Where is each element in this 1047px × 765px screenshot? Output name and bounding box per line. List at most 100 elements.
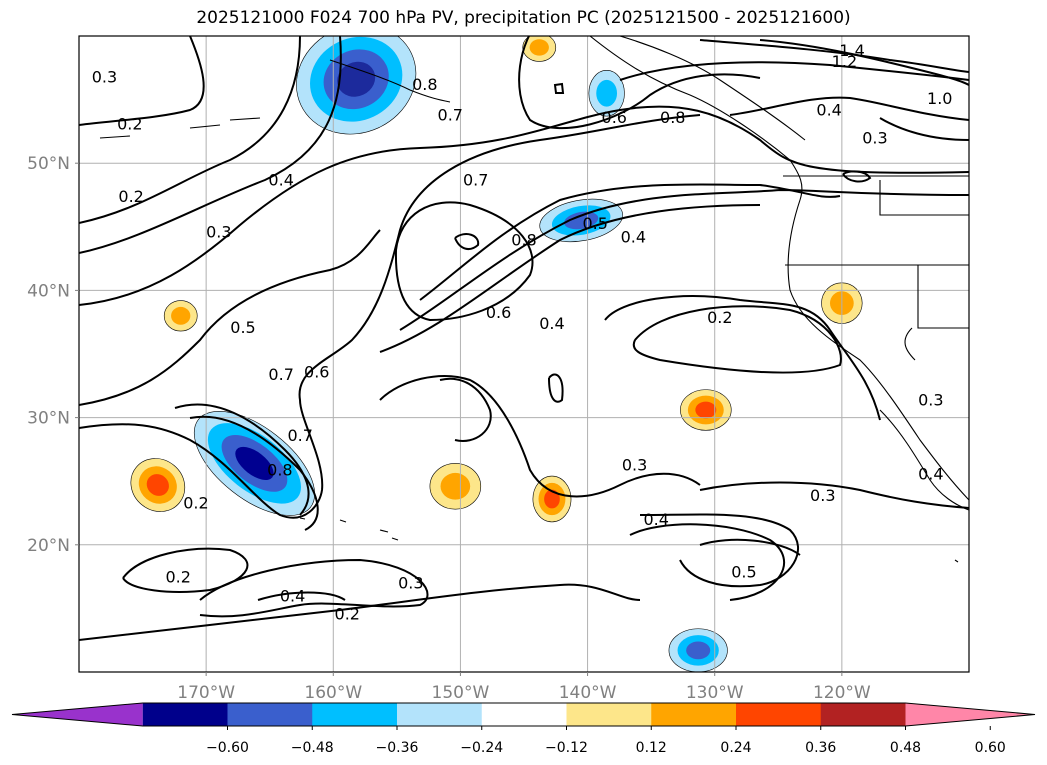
precip-level <box>146 474 169 496</box>
lat-tick-label: 30°N <box>27 409 70 429</box>
colorbar-tick-label: 0.60 <box>975 740 1006 756</box>
contour-label: 0.5 <box>731 562 756 581</box>
contour-label: 0.2 <box>183 494 208 513</box>
colorbar-segment <box>651 703 737 726</box>
contour-label: 0.2 <box>707 308 732 327</box>
precip-blob-sw-hawaii-wet <box>130 458 186 512</box>
contour-label: 0.4 <box>268 171 293 190</box>
colorbar-segment <box>312 703 398 726</box>
precip-blob-gulf-of-alaska-east <box>588 70 625 117</box>
contour-label: 0.2 <box>118 187 143 206</box>
contour-label: 1.0 <box>927 89 952 108</box>
pv-contour-line <box>548 373 564 403</box>
pv-contour-line <box>379 375 701 498</box>
coastline-segment <box>589 36 803 201</box>
precip-level <box>544 489 560 509</box>
contour-label: 0.3 <box>862 129 887 148</box>
precip-level <box>686 641 711 660</box>
lon-tick-label: 160°W <box>304 683 362 703</box>
contour-label: 0.2 <box>335 604 360 623</box>
pv-contour-line <box>879 117 969 141</box>
pv-contour-line <box>199 558 429 618</box>
pv-contour-line <box>79 105 969 306</box>
pv-contour-line <box>79 583 641 641</box>
pv-contour-line <box>629 523 786 601</box>
lat-tick-label: 20°N <box>27 536 70 556</box>
contour-label: 0.2 <box>165 567 190 586</box>
contour-label: 0.6 <box>304 363 329 382</box>
contour-label: 0.7 <box>288 426 313 445</box>
colorbar-segment <box>227 703 313 726</box>
pv-contour-line <box>759 39 969 86</box>
colorbar-extend-high <box>905 703 1035 726</box>
pv-contour-line <box>699 39 969 73</box>
contour-label: 0.8 <box>511 230 536 249</box>
pv-contour-line <box>454 233 480 251</box>
colorbar-tick-label: −0.36 <box>376 740 419 756</box>
contour-label: 0.4 <box>644 510 669 529</box>
contour-labels: 0.3 0.2 0.2 0.3 0.4 0.8 0.7 0.7 0.6 0.8 0.8 0.5 0.4 0… <box>92 41 953 623</box>
contour-label: 0.5 <box>582 214 607 233</box>
pv-contour-line <box>79 114 701 519</box>
contour-label: 0.3 <box>92 67 117 86</box>
coastline-segment <box>954 559 959 563</box>
contour-label: 0.4 <box>280 586 305 605</box>
colorbar-outline <box>11 702 1036 727</box>
pv-contour-line <box>257 591 346 601</box>
pv-contour-line <box>394 201 534 322</box>
precip-level <box>440 472 471 500</box>
colorbar-segment <box>481 703 567 726</box>
pv-contour-line <box>122 547 249 593</box>
colorbar-tick-label: −0.12 <box>545 740 588 756</box>
coastline-segment <box>329 59 451 103</box>
contour-label: 0.4 <box>539 314 564 333</box>
contour-label: 0.3 <box>810 486 835 505</box>
coastline-segment <box>879 180 969 216</box>
colorbar-segment <box>142 703 228 726</box>
pv-contour-line <box>699 538 801 556</box>
coastlines <box>99 36 969 563</box>
contour-label: 0.4 <box>816 101 841 120</box>
contour-label: 0.4 <box>918 464 943 483</box>
pv-contour-line <box>619 61 969 81</box>
contour-label: 0.8 <box>412 75 437 94</box>
coastline-segment <box>299 517 399 541</box>
precip-blob-mid-pacific-small <box>163 300 198 332</box>
map-frame <box>78 35 970 673</box>
colorbar-segment <box>566 703 652 726</box>
pv-contour-line <box>379 204 761 353</box>
colorbar-tick-label: −0.60 <box>206 740 249 756</box>
precip-blob-subtropical-east <box>680 389 732 431</box>
lon-tick-label: 120°W <box>813 683 871 703</box>
contour-label: 0.3 <box>206 223 231 242</box>
coastline-segment <box>99 117 261 139</box>
pv-contour-line <box>79 36 301 224</box>
contour-label: 0.6 <box>486 303 511 322</box>
pv-contour-line <box>604 295 881 421</box>
pv-contour-line <box>632 305 842 374</box>
lon-tick-label: 130°W <box>686 683 744 703</box>
contour-label: 0.4 <box>621 228 646 247</box>
colorbar-tick-label: 0.12 <box>636 740 667 756</box>
contour-label: 0.8 <box>267 461 292 480</box>
pv-contour-line <box>518 36 761 130</box>
precip-level <box>564 211 599 230</box>
lat-tick-label: 50°N <box>27 154 70 174</box>
lat-tick-label: 40°N <box>27 281 70 301</box>
precip-blob-hawaii-trough <box>193 411 315 516</box>
contour-label: 0.7 <box>463 171 488 190</box>
precip-blob-subtropical-central <box>429 463 482 510</box>
pv-contour-line <box>79 36 342 254</box>
pv-contour-line <box>553 82 565 94</box>
contour-label: 0.2 <box>117 115 142 134</box>
pv-contour-line <box>79 36 205 126</box>
precip-level <box>235 446 274 480</box>
pv-contour-line <box>79 229 381 406</box>
colorbar: −0.60 −0.48 −0.36 −0.24 −0.12 0.12 0.24 0.36 0.4… <box>11 702 1036 756</box>
contour-label: 1.2 <box>832 52 857 71</box>
pv-contour-line <box>189 415 319 531</box>
pv-contour-line <box>399 188 969 331</box>
colorbar-tick-label: 0.24 <box>720 740 751 756</box>
lon-tick-label: 150°W <box>432 683 490 703</box>
